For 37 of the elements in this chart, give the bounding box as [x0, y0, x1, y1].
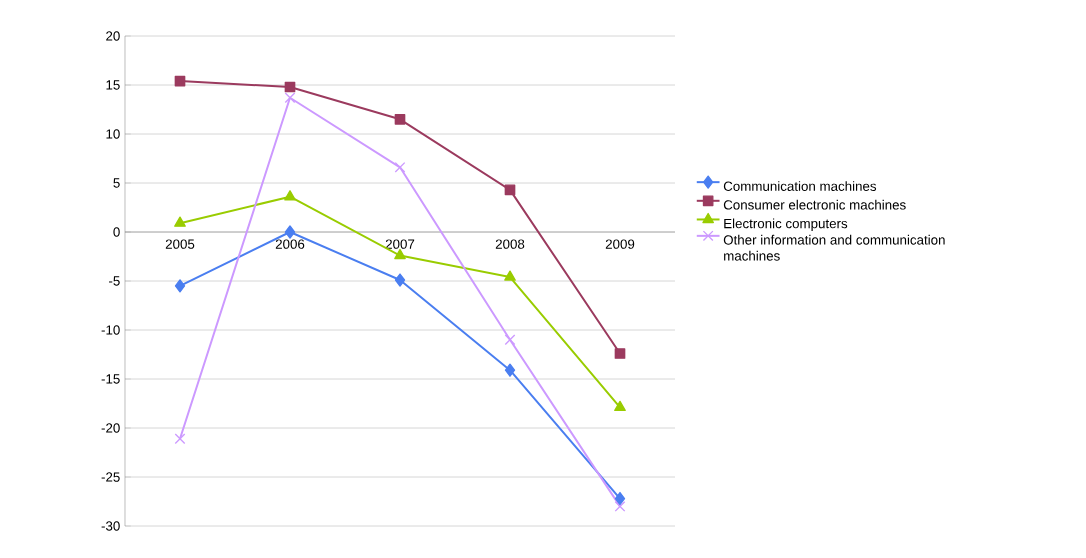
x-tick-label: 2009	[605, 239, 635, 249]
x-tick-label: 2008	[495, 239, 525, 249]
point	[174, 433, 186, 445]
point	[614, 491, 626, 506]
y-tick-label: 10	[106, 129, 120, 139]
point	[284, 190, 296, 201]
legend-label: Consumer electronic machines	[723, 199, 906, 210]
y-tick-label: -10	[101, 325, 120, 335]
point	[614, 348, 626, 359]
y-tick-label: -15	[101, 374, 120, 384]
y-tick-label: -30	[101, 521, 120, 531]
x-tick-label: 2007	[385, 239, 415, 249]
y-tick-label: 0	[113, 227, 120, 237]
point	[394, 273, 406, 287]
point	[614, 400, 626, 412]
y-tick-label: -5	[109, 276, 120, 286]
x-tick-label: 2005	[165, 239, 195, 249]
y-tick-label: 20	[106, 31, 120, 41]
legend-label: Other information and communication machines	[723, 234, 945, 261]
y-tick-label: 15	[106, 80, 120, 90]
x-tick-label: 2006	[275, 239, 305, 249]
point	[284, 92, 296, 104]
point	[394, 248, 406, 260]
point	[504, 363, 516, 377]
legend-label: Communication machines	[723, 181, 877, 191]
point	[504, 270, 516, 281]
point	[284, 225, 296, 239]
point	[394, 113, 406, 125]
y-tick-label: -25	[101, 472, 120, 482]
legend-label: Electronic computers	[724, 218, 848, 231]
point	[504, 334, 516, 346]
y-tick-label: 5	[113, 178, 120, 188]
y-tick-label: -20	[101, 423, 120, 433]
point	[614, 501, 626, 512]
point	[174, 279, 186, 293]
point	[394, 161, 406, 173]
point	[174, 216, 186, 227]
